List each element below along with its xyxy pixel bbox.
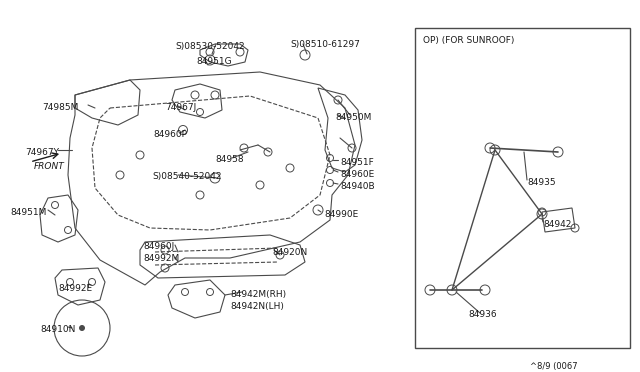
Text: 84960E: 84960E bbox=[340, 170, 374, 179]
Text: 74985M: 74985M bbox=[42, 103, 78, 112]
Text: 84951F: 84951F bbox=[340, 158, 374, 167]
Text: 74967Y: 74967Y bbox=[25, 148, 59, 157]
Text: S)08540-52042: S)08540-52042 bbox=[152, 172, 221, 181]
Text: 84951M: 84951M bbox=[10, 208, 46, 217]
Text: 84951G: 84951G bbox=[196, 57, 232, 66]
Text: 84936: 84936 bbox=[468, 310, 497, 319]
Text: 84940B: 84940B bbox=[340, 182, 374, 191]
Text: 74967J: 74967J bbox=[165, 103, 196, 112]
Text: 84992M: 84992M bbox=[143, 254, 179, 263]
Text: 84942: 84942 bbox=[543, 220, 572, 229]
Text: 84920N: 84920N bbox=[272, 248, 307, 257]
Text: 84958: 84958 bbox=[215, 155, 244, 164]
Text: 84960P: 84960P bbox=[153, 130, 187, 139]
Text: S)08510-61297: S)08510-61297 bbox=[290, 40, 360, 49]
Text: 84950M: 84950M bbox=[335, 113, 371, 122]
Text: 84910N: 84910N bbox=[40, 325, 76, 334]
Text: 84935: 84935 bbox=[527, 178, 556, 187]
Text: 84960J: 84960J bbox=[143, 242, 174, 251]
Circle shape bbox=[79, 325, 85, 331]
Text: 84990E: 84990E bbox=[324, 210, 358, 219]
Text: 84992E: 84992E bbox=[58, 284, 92, 293]
Text: OP) (FOR SUNROOF): OP) (FOR SUNROOF) bbox=[423, 36, 515, 45]
Text: ^8/9 (0067: ^8/9 (0067 bbox=[530, 362, 578, 371]
Text: S)08530-52042: S)08530-52042 bbox=[175, 42, 244, 51]
Bar bbox=[415, 28, 630, 348]
Text: FRONT: FRONT bbox=[34, 162, 65, 171]
Text: 84942M(RH): 84942M(RH) bbox=[230, 290, 286, 299]
Text: 84942N(LH): 84942N(LH) bbox=[230, 302, 284, 311]
